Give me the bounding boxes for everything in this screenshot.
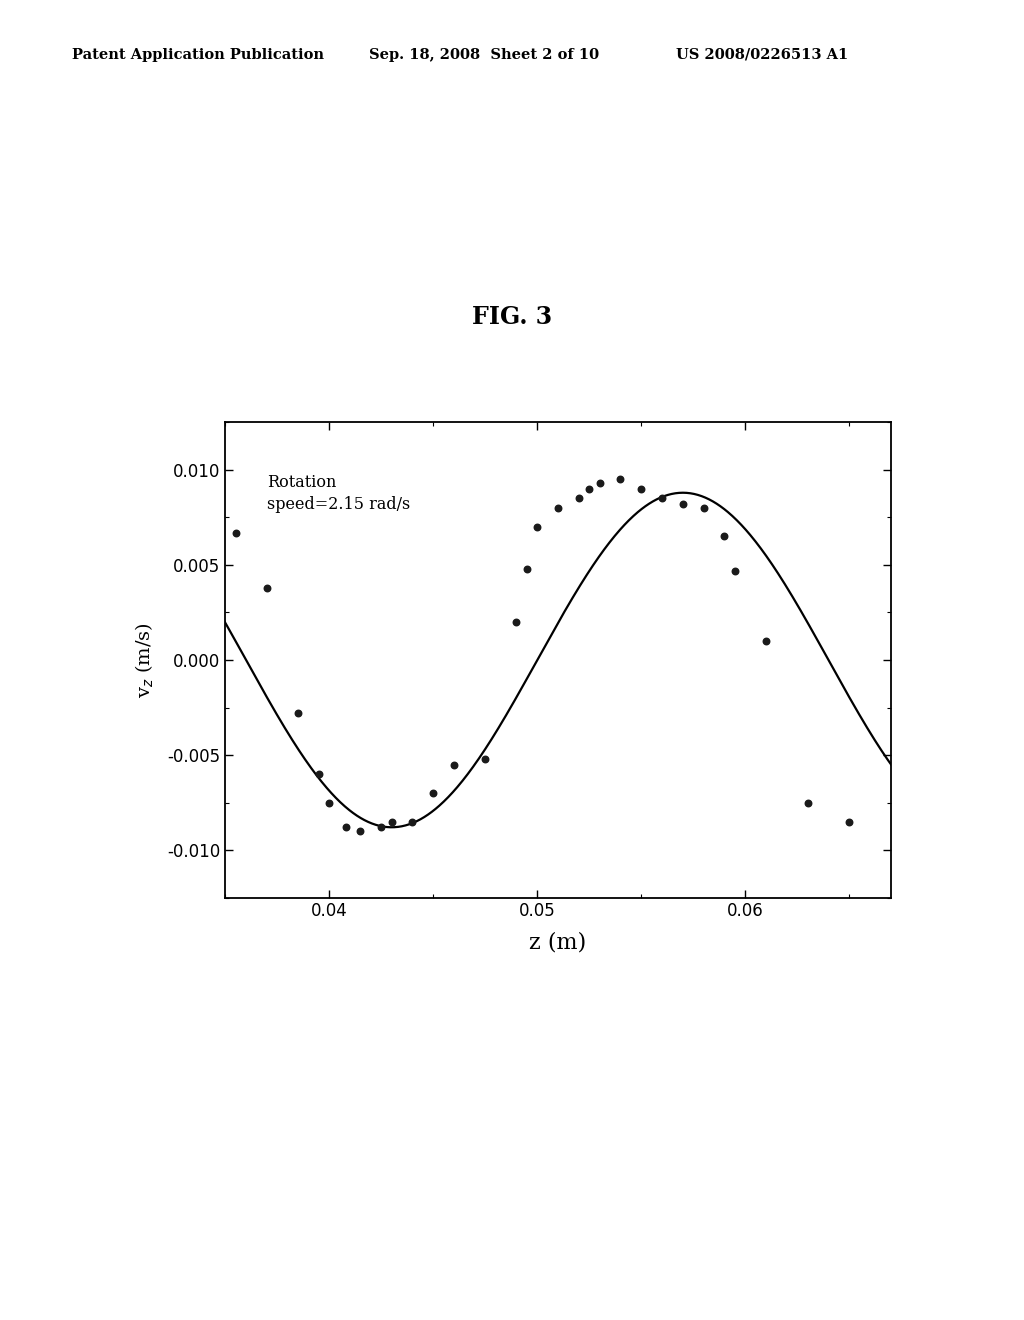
Point bbox=[373, 817, 389, 838]
Point bbox=[717, 525, 733, 546]
X-axis label: z (m): z (m) bbox=[529, 932, 587, 953]
Point bbox=[322, 792, 338, 813]
Point bbox=[675, 494, 691, 515]
Text: FIG. 3: FIG. 3 bbox=[472, 305, 552, 329]
Point bbox=[612, 469, 629, 490]
Text: Patent Application Publication: Patent Application Publication bbox=[72, 48, 324, 62]
Point bbox=[383, 810, 399, 832]
Point bbox=[338, 817, 354, 838]
Point bbox=[633, 478, 649, 499]
Point bbox=[654, 488, 671, 510]
Point bbox=[290, 702, 306, 723]
Point bbox=[425, 783, 441, 804]
Point bbox=[508, 611, 524, 632]
Text: US 2008/0226513 A1: US 2008/0226513 A1 bbox=[676, 48, 848, 62]
Text: Rotation
speed=2.15 rad/s: Rotation speed=2.15 rad/s bbox=[267, 474, 411, 513]
Point bbox=[259, 577, 275, 598]
Point bbox=[570, 488, 587, 510]
Y-axis label: v$_z$ (m/s): v$_z$ (m/s) bbox=[134, 622, 156, 698]
Point bbox=[529, 516, 546, 537]
Point bbox=[227, 523, 244, 544]
Point bbox=[352, 821, 369, 842]
Point bbox=[477, 748, 494, 770]
Point bbox=[695, 498, 712, 519]
Point bbox=[310, 763, 327, 784]
Point bbox=[727, 560, 743, 581]
Point bbox=[550, 498, 566, 519]
Point bbox=[581, 478, 597, 499]
Point bbox=[404, 810, 421, 832]
Point bbox=[519, 558, 536, 579]
Point bbox=[445, 754, 462, 775]
Text: Sep. 18, 2008  Sheet 2 of 10: Sep. 18, 2008 Sheet 2 of 10 bbox=[369, 48, 599, 62]
Point bbox=[841, 810, 857, 832]
Point bbox=[800, 792, 816, 813]
Point bbox=[592, 473, 608, 494]
Point bbox=[758, 631, 774, 652]
